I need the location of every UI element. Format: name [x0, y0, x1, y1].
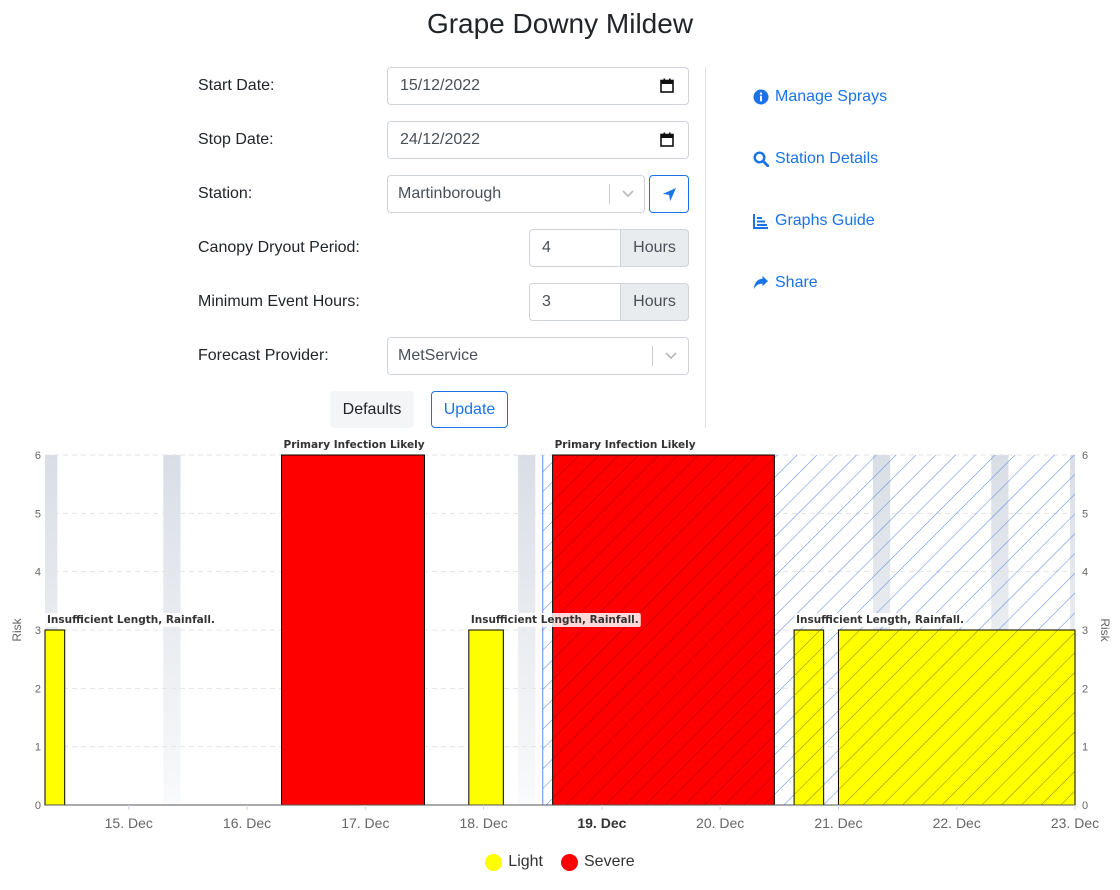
x-tick-label: 18. Dec — [459, 815, 507, 831]
legend-item-light[interactable]: Light — [485, 853, 543, 871]
bar-data-label: Primary Infection Likely — [284, 440, 425, 451]
locate-station-button[interactable] — [649, 175, 689, 213]
bar-data-label: Insufficient Length, Rainfall. — [796, 614, 964, 626]
start-date-value: 15/12/2022 — [400, 77, 481, 94]
y-axis-title-right: Risk — [1098, 618, 1112, 642]
x-tick-label: 20. Dec — [696, 815, 744, 831]
canopy-dryout-value: 4 — [542, 239, 551, 256]
risk-chart: 0 0 1 1 2 2 3 3 4 4 5 5 6 6 Risk Risk 15. Dec 16. Dec 17. … — [10, 440, 1112, 831]
start-date-label: Start Date: — [198, 77, 275, 94]
forecast-hatch — [552, 455, 775, 805]
chart-legend: Light Severe — [0, 853, 1120, 871]
legend-label-light: Light — [508, 853, 543, 870]
y-tick-label-left: 1 — [35, 742, 41, 754]
station-details-label: Station Details — [775, 150, 879, 167]
legend-swatch-light — [485, 853, 503, 871]
select-separator — [652, 346, 653, 366]
page-title: Grape Downy Mildew — [426, 8, 694, 39]
forecast-provider-value: MetService — [398, 347, 479, 364]
y-tick-label-left: 5 — [35, 508, 41, 520]
share-label: Share — [775, 274, 818, 291]
label-bg — [281, 440, 427, 452]
update-button[interactable]: Update — [431, 391, 508, 428]
station-details-link[interactable]: Station Details — [753, 150, 878, 168]
y-tick-label-right: 2 — [1082, 683, 1088, 695]
y-tick-label-right: 5 — [1082, 508, 1088, 520]
y-tick-label-right: 0 — [1082, 800, 1088, 812]
x-tick-label: 17. Dec — [341, 815, 389, 831]
canopy-hours-addon: Hours — [621, 229, 689, 267]
share-icon — [754, 276, 768, 289]
min-hours-addon: Hours — [621, 283, 689, 321]
bar-data-label: Primary Infection Likely — [555, 440, 696, 451]
search-icon — [753, 151, 769, 167]
y-tick-label-left: 6 — [35, 450, 41, 462]
forecast-provider-label: Forecast Provider: — [198, 347, 329, 364]
forecast-hatch — [794, 630, 824, 805]
legend-swatch-severe — [561, 853, 578, 871]
x-tick-label: 16. Dec — [223, 815, 271, 831]
graphs-guide-link[interactable]: Graphs Guide — [753, 212, 875, 230]
label-bg — [45, 613, 217, 627]
defaults-button[interactable]: Defaults — [330, 391, 414, 428]
stop-date-input[interactable]: 24/12/2022 — [387, 121, 689, 159]
vertical-divider — [705, 67, 706, 428]
x-tick-label: 22. Dec — [933, 815, 981, 831]
y-tick-label-right: 3 — [1082, 625, 1088, 637]
graphs-guide-label: Graphs Guide — [775, 212, 875, 229]
y-tick-label-right: 6 — [1082, 450, 1088, 462]
stop-date-label: Stop Date: — [198, 131, 274, 148]
x-tick-label: 23. Dec — [1051, 815, 1099, 831]
legend-item-severe[interactable]: Severe — [561, 853, 635, 871]
location-arrow-icon — [662, 187, 676, 201]
min-event-hours-input[interactable]: 3 — [529, 283, 621, 321]
calendar-icon[interactable] — [660, 132, 674, 147]
min-event-hours-label: Minimum Event Hours: — [198, 293, 360, 310]
start-date-input[interactable]: 15/12/2022 — [387, 67, 689, 105]
select-separator — [609, 184, 610, 204]
risk-bar — [44, 629, 66, 806]
chevron-down-icon[interactable] — [620, 188, 636, 200]
x-tick-label: 21. Dec — [814, 815, 862, 831]
risk-bar — [468, 629, 504, 806]
manage-sprays-link[interactable]: Manage Sprays — [753, 88, 887, 106]
label-bg — [794, 613, 967, 627]
y-tick-label-left: 0 — [35, 800, 41, 812]
y-tick-label-left: 2 — [35, 683, 41, 695]
share-link[interactable]: Share — [753, 274, 818, 292]
station-select[interactable]: Martinborough — [387, 175, 645, 213]
y-tick-label-left: 3 — [35, 625, 41, 637]
station-label: Station: — [198, 185, 253, 202]
bar-data-label: Insufficient Length, Rainfall. — [471, 614, 639, 626]
legend-label-severe: Severe — [584, 853, 635, 870]
canopy-dryout-label: Canopy Dryout Period: — [198, 239, 360, 256]
forecast-provider-select[interactable]: MetService — [387, 337, 689, 375]
canopy-dryout-input[interactable]: 4 — [529, 229, 621, 267]
forecast-hatch — [838, 630, 1075, 805]
bar-chart-icon — [753, 214, 768, 229]
calendar-icon[interactable] — [660, 78, 674, 93]
manage-sprays-label: Manage Sprays — [775, 88, 888, 105]
y-tick-label-right: 1 — [1082, 742, 1088, 754]
min-event-hours-value: 3 — [542, 293, 551, 310]
bar-data-label: Insufficient Length, Rainfall. — [47, 614, 215, 626]
station-value: Martinborough — [398, 185, 502, 202]
label-bg — [552, 440, 698, 452]
x-tick-label: 15. Dec — [105, 815, 153, 831]
chevron-down-icon[interactable] — [663, 350, 679, 362]
label-bg — [468, 613, 641, 627]
info-icon — [753, 89, 769, 105]
y-tick-label-right: 4 — [1082, 567, 1088, 579]
y-axis-title-left: Risk — [10, 617, 24, 641]
y-tick-label-left: 4 — [35, 567, 41, 579]
stop-date-value: 24/12/2022 — [400, 131, 481, 148]
risk-bar — [281, 454, 425, 806]
x-tick-label: 19. Dec — [577, 815, 626, 831]
